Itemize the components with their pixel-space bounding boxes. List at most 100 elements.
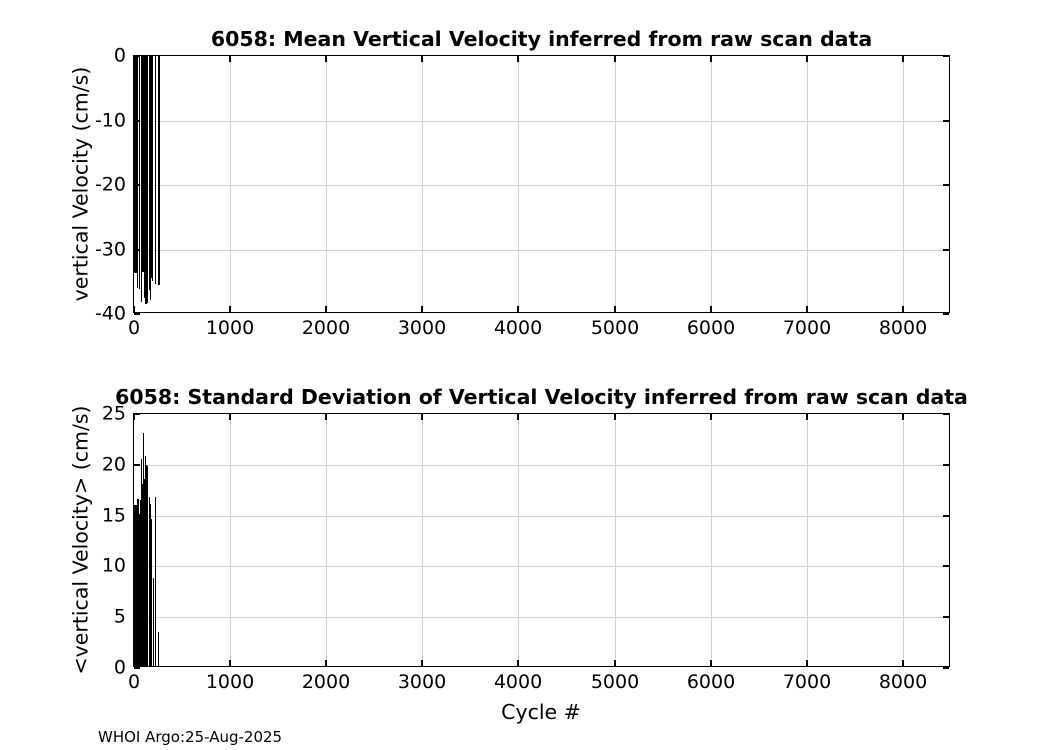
x-tick-mark xyxy=(421,660,423,666)
data-trace-stroke xyxy=(139,500,141,666)
y-tick-mark xyxy=(134,184,140,186)
x-tick-label: 2000 xyxy=(301,317,351,339)
x-tick-mark xyxy=(421,306,423,312)
x-gridline xyxy=(422,414,423,666)
chart-title-mean: 6058: Mean Vertical Velocity inferred fr… xyxy=(210,27,873,51)
y-tick-mark xyxy=(134,565,140,567)
data-trace-stroke xyxy=(158,635,160,666)
y-tick-mark xyxy=(134,413,140,415)
y-tick-mark xyxy=(943,667,949,669)
data-trace-stroke xyxy=(143,432,145,666)
y-tick-label: -30 xyxy=(94,238,126,261)
data-trace-stroke xyxy=(150,56,152,278)
y-axis-label-std: <vertical Velocity> (cm/s) xyxy=(68,405,93,675)
y-tick-mark xyxy=(134,667,140,669)
x-tick-mark xyxy=(614,56,616,62)
x-gridline xyxy=(903,414,904,666)
x-tick-mark xyxy=(325,414,327,420)
x-tick-mark xyxy=(902,660,904,666)
x-tick-label: 1000 xyxy=(205,671,255,693)
data-trace-stroke xyxy=(140,459,142,666)
y-tick-label: 0 xyxy=(113,44,126,67)
x-tick-label: 0 xyxy=(127,317,141,339)
x-axis-label: Cycle # xyxy=(501,700,581,724)
y-tick-mark xyxy=(943,616,949,618)
y-tick-label: 25 xyxy=(101,402,126,425)
plot-area-std xyxy=(134,414,949,666)
chart-title-std: 6058: Standard Deviation of Vertical Vel… xyxy=(115,385,968,409)
x-tick-label: 8000 xyxy=(878,317,928,339)
x-tick-mark xyxy=(902,56,904,62)
data-trace-stroke xyxy=(158,56,160,285)
data-trace-stroke xyxy=(140,56,142,302)
x-tick-mark xyxy=(421,56,423,62)
x-gridline xyxy=(518,414,519,666)
y-gridline xyxy=(134,516,949,517)
data-trace-stroke xyxy=(155,56,157,276)
y-gridline xyxy=(134,566,949,567)
y-gridline xyxy=(134,250,949,251)
x-tick-mark xyxy=(133,56,135,62)
x-tick-mark xyxy=(133,306,135,312)
x-tick-label: 1000 xyxy=(205,317,255,339)
data-trace-stroke xyxy=(134,56,136,273)
x-gridline xyxy=(326,56,327,312)
data-trace-stroke xyxy=(146,56,148,303)
data-trace-stroke xyxy=(149,503,151,666)
x-tick-mark xyxy=(421,414,423,420)
y-tick-mark xyxy=(943,313,949,315)
x-tick-mark xyxy=(517,56,519,62)
data-trace-stroke xyxy=(137,498,139,666)
x-tick-mark xyxy=(902,306,904,312)
plot-area-mean xyxy=(134,56,949,312)
y-gridline xyxy=(134,121,949,122)
x-gridline xyxy=(615,414,616,666)
x-tick-mark xyxy=(325,660,327,666)
x-gridline xyxy=(711,414,712,666)
y-tick-label: 20 xyxy=(101,453,126,476)
data-trace-stroke xyxy=(135,56,137,273)
data-trace-stroke xyxy=(155,498,157,666)
x-tick-label: 7000 xyxy=(782,671,832,693)
x-tick-mark xyxy=(806,306,808,312)
y-tick-mark xyxy=(134,616,140,618)
x-tick-label: 3000 xyxy=(397,671,447,693)
x-tick-mark xyxy=(614,306,616,312)
x-tick-label: 5000 xyxy=(590,317,640,339)
data-trace-stroke xyxy=(139,56,141,290)
y-tick-label: -20 xyxy=(94,173,126,196)
data-trace-stroke xyxy=(143,478,145,666)
data-trace-stroke xyxy=(143,56,145,299)
x-gridline xyxy=(711,56,712,312)
data-trace-stroke xyxy=(145,56,147,304)
data-trace-stroke xyxy=(145,465,147,666)
y-axis-label-mean: vertical Velocity (cm/s) xyxy=(67,66,92,302)
y-tick-mark xyxy=(943,184,949,186)
data-trace-stroke xyxy=(142,56,144,273)
x-gridline xyxy=(230,414,231,666)
data-trace-stroke xyxy=(137,56,139,266)
y-tick-mark xyxy=(134,464,140,466)
data-trace-stroke xyxy=(144,479,146,666)
y-tick-label: 5 xyxy=(113,605,126,628)
x-tick-mark xyxy=(614,414,616,420)
y-tick-mark xyxy=(943,249,949,251)
y-tick-mark xyxy=(134,120,140,122)
mean-vertical-velocity-plot: 6058: Mean Vertical Velocity inferred fr… xyxy=(95,27,950,338)
x-tick-label: 2000 xyxy=(301,671,351,693)
x-tick-mark xyxy=(710,306,712,312)
y-tick-mark xyxy=(943,565,949,567)
data-trace-stroke xyxy=(135,504,137,666)
x-tick-mark xyxy=(902,414,904,420)
std-vertical-velocity-plot: 6058: Standard Deviation of Vertical Vel… xyxy=(102,385,968,692)
x-tick-label: 4000 xyxy=(493,671,543,693)
y-tick-mark xyxy=(943,120,949,122)
x-gridline xyxy=(615,56,616,312)
x-tick-mark xyxy=(517,414,519,420)
data-trace-stroke xyxy=(147,465,149,666)
x-tick-mark xyxy=(229,56,231,62)
y-tick-mark xyxy=(943,413,949,415)
x-tick-mark xyxy=(229,660,231,666)
x-gridline xyxy=(903,56,904,312)
